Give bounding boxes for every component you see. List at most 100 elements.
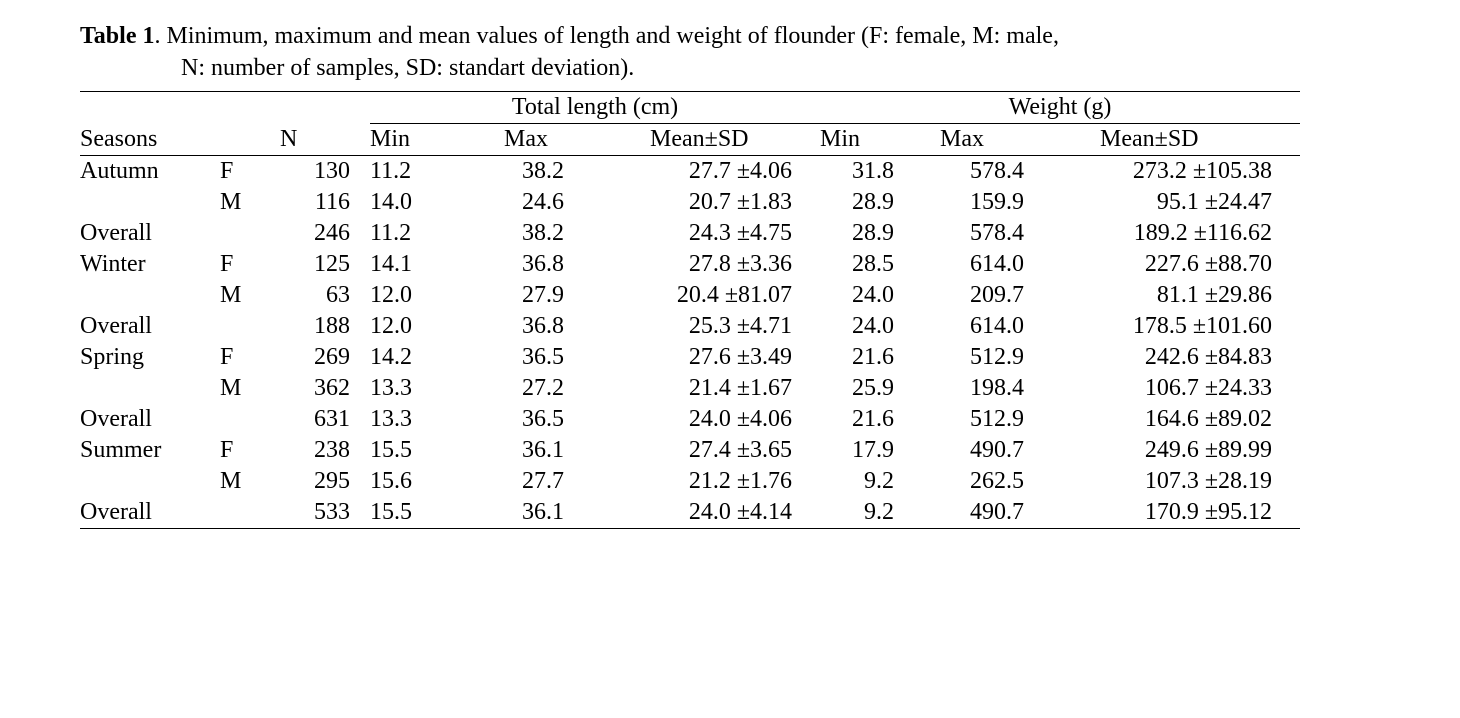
cell-wmean: 249.6 ±89.99 bbox=[1070, 435, 1300, 466]
col-weight-meansd: Mean±SD bbox=[1070, 123, 1300, 155]
cell-lmax: 36.8 bbox=[480, 249, 610, 280]
cell-wmax: 262.5 bbox=[940, 466, 1070, 497]
cell-wmax: 614.0 bbox=[940, 311, 1070, 342]
cell-wmax: 198.4 bbox=[940, 373, 1070, 404]
cell-sex bbox=[220, 404, 280, 435]
cell-wmean: 164.6 ±89.02 bbox=[1070, 404, 1300, 435]
table-row: SummerF23815.536.127.4 ±3.6517.9490.7249… bbox=[80, 435, 1300, 466]
cell-lmin: 11.2 bbox=[370, 218, 480, 249]
cell-wmin: 28.9 bbox=[820, 187, 940, 218]
cell-lmean: 21.4 ±1.67 bbox=[610, 373, 820, 404]
cell-lmax: 36.1 bbox=[480, 435, 610, 466]
cell-season bbox=[80, 280, 220, 311]
flounder-stats-table: Total length (cm) Weight (g) Seasons N M… bbox=[80, 91, 1300, 529]
table-row: Overall63113.336.524.0 ±4.0621.6512.9164… bbox=[80, 404, 1300, 435]
caption-text-2: N: number of samples, SD: standart devia… bbox=[80, 55, 634, 81]
cell-wmax: 512.9 bbox=[940, 342, 1070, 373]
cell-wmin: 25.9 bbox=[820, 373, 940, 404]
col-weight-min: Min bbox=[820, 123, 940, 155]
cell-wmin: 17.9 bbox=[820, 435, 940, 466]
cell-lmean: 27.7 ±4.06 bbox=[610, 155, 820, 187]
cell-wmean: 227.6 ±88.70 bbox=[1070, 249, 1300, 280]
table-row: AutumnF13011.238.227.7 ±4.0631.8578.4273… bbox=[80, 155, 1300, 187]
table-row: Overall53315.536.124.0 ±4.149.2490.7170.… bbox=[80, 497, 1300, 529]
cell-lmin: 14.1 bbox=[370, 249, 480, 280]
cell-n: 238 bbox=[280, 435, 370, 466]
col-seasons: Seasons bbox=[80, 123, 220, 155]
table-row: M29515.627.721.2 ±1.769.2262.5107.3 ±28.… bbox=[80, 466, 1300, 497]
table-caption: Table 1. Minimum, maximum and mean value… bbox=[80, 20, 1460, 85]
cell-wmin: 28.5 bbox=[820, 249, 940, 280]
cell-lmax: 38.2 bbox=[480, 218, 610, 249]
cell-lmean: 24.0 ±4.14 bbox=[610, 497, 820, 529]
cell-lmin: 15.5 bbox=[370, 435, 480, 466]
cell-n: 631 bbox=[280, 404, 370, 435]
cell-sex: F bbox=[220, 249, 280, 280]
cell-wmean: 242.6 ±84.83 bbox=[1070, 342, 1300, 373]
table-body: AutumnF13011.238.227.7 ±4.0631.8578.4273… bbox=[80, 155, 1300, 528]
cell-sex bbox=[220, 311, 280, 342]
cell-lmax: 27.7 bbox=[480, 466, 610, 497]
cell-wmax: 614.0 bbox=[940, 249, 1070, 280]
cell-n: 116 bbox=[280, 187, 370, 218]
cell-wmax: 512.9 bbox=[940, 404, 1070, 435]
cell-lmean: 24.3 ±4.75 bbox=[610, 218, 820, 249]
cell-lmean: 20.7 ±1.83 bbox=[610, 187, 820, 218]
cell-lmean: 25.3 ±4.71 bbox=[610, 311, 820, 342]
col-length-meansd: Mean±SD bbox=[610, 123, 820, 155]
cell-lmax: 36.8 bbox=[480, 311, 610, 342]
table-row: Overall24611.238.224.3 ±4.7528.9578.4189… bbox=[80, 218, 1300, 249]
cell-lmean: 24.0 ±4.06 bbox=[610, 404, 820, 435]
cell-wmax: 578.4 bbox=[940, 218, 1070, 249]
cell-lmean: 27.8 ±3.36 bbox=[610, 249, 820, 280]
cell-sex: F bbox=[220, 155, 280, 187]
cell-season: Summer bbox=[80, 435, 220, 466]
cell-wmean: 178.5 ±101.60 bbox=[1070, 311, 1300, 342]
cell-wmean: 81.1 ±29.86 bbox=[1070, 280, 1300, 311]
col-group-length: Total length (cm) bbox=[370, 91, 820, 123]
cell-wmin: 21.6 bbox=[820, 404, 940, 435]
cell-lmin: 13.3 bbox=[370, 373, 480, 404]
cell-wmax: 159.9 bbox=[940, 187, 1070, 218]
cell-sex: F bbox=[220, 435, 280, 466]
header-group-row: Total length (cm) Weight (g) bbox=[80, 91, 1300, 123]
cell-wmin: 31.8 bbox=[820, 155, 940, 187]
cell-wmax: 578.4 bbox=[940, 155, 1070, 187]
table-row: M36213.327.221.4 ±1.6725.9198.4106.7 ±24… bbox=[80, 373, 1300, 404]
cell-sex: M bbox=[220, 466, 280, 497]
cell-sex: M bbox=[220, 187, 280, 218]
cell-season bbox=[80, 187, 220, 218]
cell-lmean: 20.4 ±81.07 bbox=[610, 280, 820, 311]
cell-season: Spring bbox=[80, 342, 220, 373]
cell-lmax: 36.1 bbox=[480, 497, 610, 529]
cell-wmax: 209.7 bbox=[940, 280, 1070, 311]
table-row: M11614.024.620.7 ±1.8328.9159.995.1 ±24.… bbox=[80, 187, 1300, 218]
cell-lmin: 15.6 bbox=[370, 466, 480, 497]
cell-lmean: 21.2 ±1.76 bbox=[610, 466, 820, 497]
cell-n: 63 bbox=[280, 280, 370, 311]
cell-wmean: 170.9 ±95.12 bbox=[1070, 497, 1300, 529]
cell-n: 246 bbox=[280, 218, 370, 249]
col-length-min: Min bbox=[370, 123, 480, 155]
cell-season: Overall bbox=[80, 497, 220, 529]
col-weight-max: Max bbox=[940, 123, 1070, 155]
table-row: WinterF12514.136.827.8 ±3.3628.5614.0227… bbox=[80, 249, 1300, 280]
cell-lmax: 27.2 bbox=[480, 373, 610, 404]
cell-wmean: 106.7 ±24.33 bbox=[1070, 373, 1300, 404]
cell-lmin: 15.5 bbox=[370, 497, 480, 529]
cell-n: 295 bbox=[280, 466, 370, 497]
cell-wmean: 107.3 ±28.19 bbox=[1070, 466, 1300, 497]
cell-season: Overall bbox=[80, 311, 220, 342]
cell-lmin: 11.2 bbox=[370, 155, 480, 187]
cell-lmax: 24.6 bbox=[480, 187, 610, 218]
cell-wmin: 9.2 bbox=[820, 466, 940, 497]
cell-sex: M bbox=[220, 280, 280, 311]
col-sex bbox=[220, 123, 280, 155]
caption-text-1: . Minimum, maximum and mean values of le… bbox=[154, 23, 1058, 49]
cell-n: 188 bbox=[280, 311, 370, 342]
cell-wmean: 189.2 ±116.62 bbox=[1070, 218, 1300, 249]
cell-sex: M bbox=[220, 373, 280, 404]
col-n: N bbox=[280, 123, 370, 155]
cell-lmin: 14.0 bbox=[370, 187, 480, 218]
cell-lmin: 12.0 bbox=[370, 311, 480, 342]
